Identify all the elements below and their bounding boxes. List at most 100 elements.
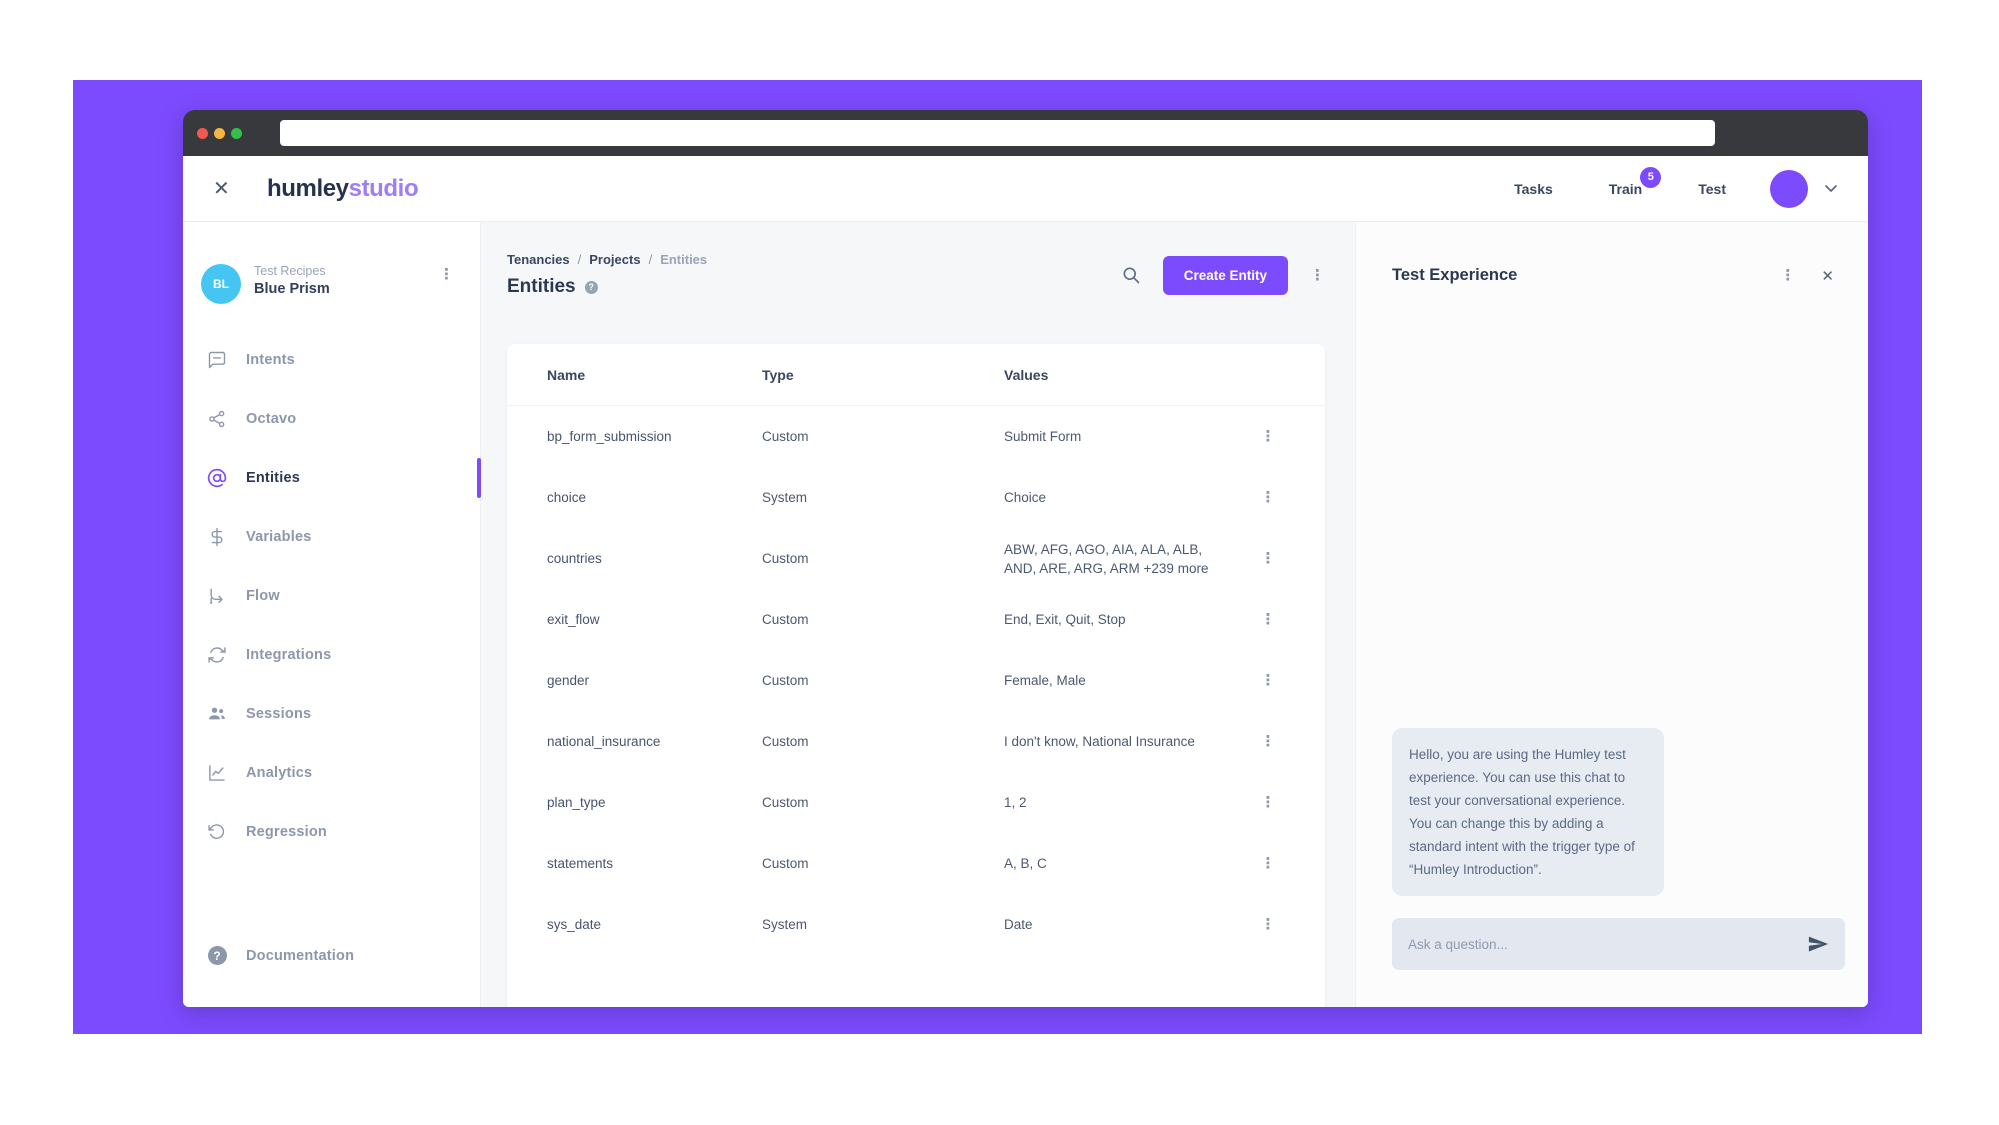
sidebar-item-documentation[interactable]: ? Documentation [183,926,480,985]
project-menu-button[interactable]: ⋮ [439,266,454,283]
project-info: Test Recipes Blue Prism [254,264,330,297]
sidebar-item-integrations[interactable]: Integrations [183,625,480,684]
nav-train[interactable]: Train 5 [1609,166,1662,197]
entity-values: Date [1004,917,1033,932]
table-row[interactable]: countries Custom ABW, AFG, AGO, AIA, ALA… [507,528,1325,589]
row-menu-button[interactable]: ⋮ [1260,794,1276,811]
sidebar-item-sessions[interactable]: Sessions [183,684,480,743]
breadcrumb-separator: / [577,252,582,267]
entity-name: countries [547,551,602,566]
breadcrumb: Tenancies / Projects / Entities [507,252,707,267]
entity-values: End, Exit, Quit, Stop [1004,612,1126,627]
documentation-icon: ? [204,946,230,965]
table-row[interactable]: plan_type Custom 1, 2 ⋮ [507,772,1325,833]
column-header-values: Values [1004,366,1049,383]
app: ✕ humleystudio Tasks Train 5 Test [183,156,1868,1007]
row-menu-button[interactable]: ⋮ [1260,611,1276,628]
close-window-button[interactable] [197,127,208,139]
sidebar-item-label: Variables [246,528,312,545]
project-avatar: BL [201,264,241,304]
table-row[interactable]: choice System Choice ⋮ [507,467,1325,528]
row-menu-button[interactable]: ⋮ [1260,916,1276,933]
sidebar-item-label: Intents [246,351,295,368]
entity-name: plan_type [547,795,606,810]
page-menu-button[interactable]: ⋮ [1310,266,1325,284]
row-menu-button[interactable]: ⋮ [1260,733,1276,750]
chevron-down-icon[interactable] [1824,184,1838,193]
breadcrumb-entities: Entities [660,252,708,267]
test-experience-panel: Test Experience ⋮ ✕ Hello, you are using… [1355,222,1868,1007]
browser-chrome [183,110,1868,156]
table-row[interactable]: sys_date System Date ⋮ [507,894,1325,955]
row-menu-button[interactable]: ⋮ [1260,428,1276,445]
url-bar[interactable] [280,120,1715,146]
entity-name: gender [547,673,590,688]
user-avatar[interactable] [1770,169,1808,208]
table-row[interactable]: bp_form_submission Custom Submit Form ⋮ [507,406,1325,467]
sidebar-item-label: Sessions [246,705,312,722]
row-menu-button[interactable]: ⋮ [1260,672,1276,689]
top-nav: Tasks Train 5 Test [1514,166,1726,197]
entity-name: national_insurance [547,734,661,749]
send-icon[interactable] [1808,936,1829,952]
intents-icon [204,350,230,370]
title-row: Entities ? [507,276,707,298]
info-icon[interactable]: ? [584,280,598,294]
sidebar-item-intents[interactable]: Intents [183,330,480,389]
breadcrumb-projects[interactable]: Projects [589,252,641,267]
create-entity-button[interactable]: Create Entity [1162,255,1288,295]
sidebar-item-octavo[interactable]: Octavo [183,389,480,448]
close-icon[interactable]: ✕ [213,178,230,200]
entity-type: Custom [762,795,809,810]
entities-table: Name Type Values bp_form_submission Cust… [507,344,1325,1007]
sessions-icon [204,704,230,724]
entity-type: System [762,490,808,505]
variables-icon [204,527,230,547]
entity-name: bp_form_submission [547,429,672,444]
sidebar-item-regression[interactable]: Regression [183,802,480,861]
app-body: BL Test Recipes Blue Prism ⋮ Intents [183,222,1868,1007]
entity-type: Custom [762,612,809,627]
column-header-name: Name [547,366,586,383]
minimize-window-button[interactable] [214,127,225,139]
sidebar-item-flow[interactable]: Flow [183,566,480,625]
train-count-badge: 5 [1640,166,1662,188]
sidebar-item-variables[interactable]: Variables [183,507,480,566]
sidebar-item-label: Entities [246,469,300,486]
browser-window: ✕ humleystudio Tasks Train 5 Test [183,110,1868,1007]
breadcrumb-tenancies[interactable]: Tenancies [507,252,570,267]
ask-question-input[interactable] [1408,936,1798,952]
nav-tasks[interactable]: Tasks [1514,180,1553,197]
row-menu-button[interactable]: ⋮ [1260,855,1276,872]
table-row[interactable]: exit_flow Custom End, Exit, Quit, Stop ⋮ [507,589,1325,650]
sidebar-nav: Intents Octavo Entities [183,330,481,861]
maximize-window-button[interactable] [231,127,242,139]
entity-type: Custom [762,551,809,566]
project-recipe-label: Test Recipes [254,264,326,278]
panel-menu-button[interactable]: ⋮ [1780,267,1796,284]
chat-area: Hello, you are using the Humley test exp… [1356,285,1868,896]
main-header: Tenancies / Projects / Entities Entities… [507,252,1325,298]
entity-type: Custom [762,673,809,688]
table-row[interactable]: gender Custom Female, Male ⋮ [507,650,1325,711]
octavo-icon [204,409,230,429]
entity-values: Female, Male [1004,673,1086,688]
table-row[interactable]: statements Custom A, B, C ⋮ [507,833,1325,894]
sidebar-item-analytics[interactable]: Analytics [183,743,480,802]
entity-name: statements [547,856,614,871]
entity-values: Choice [1004,490,1047,505]
active-indicator [477,457,481,498]
project-name: Blue Prism [254,281,330,297]
project-switcher[interactable]: BL Test Recipes Blue Prism ⋮ [183,264,480,304]
entity-name: choice [547,490,587,505]
table-row[interactable]: national_insurance Custom I don't know, … [507,711,1325,772]
row-menu-button[interactable]: ⋮ [1260,550,1276,567]
search-icon[interactable] [1121,265,1141,285]
sidebar-item-entities[interactable]: Entities [183,448,481,507]
nav-test[interactable]: Test [1698,180,1726,197]
panel-close-icon[interactable]: ✕ [1821,267,1834,285]
panel-header: Test Experience ⋮ ✕ [1356,222,1868,285]
entity-values: ABW, AFG, AGO, AIA, ALA, ALB, AND, ARE, … [1004,541,1209,576]
row-menu-button[interactable]: ⋮ [1260,489,1276,506]
